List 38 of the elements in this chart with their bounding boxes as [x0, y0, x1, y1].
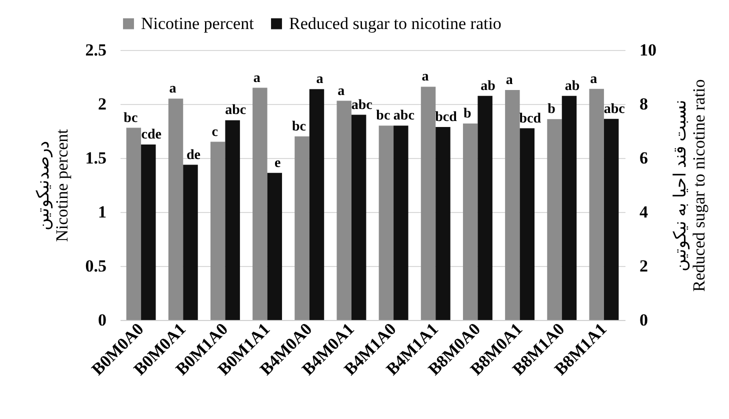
data-label: a	[169, 82, 176, 97]
data-label: bcd	[519, 111, 542, 126]
legend-label: Nicotine percent	[141, 14, 254, 33]
data-label: c	[212, 124, 218, 140]
data-label: cde	[141, 128, 162, 142]
legend-label: Reduced sugar to nicotine ratio	[289, 14, 502, 33]
data-label: abc	[604, 102, 625, 117]
y2-tick-label: 8	[640, 94, 648, 114]
data-label: abc	[225, 103, 246, 118]
y-tick-label: 0	[98, 310, 106, 330]
y2-tick-label: 4	[640, 202, 648, 222]
data-label: bc	[124, 110, 138, 126]
data-label: a	[253, 70, 260, 86]
y2-tick-label: 10	[640, 40, 656, 60]
data-label: a	[338, 84, 345, 99]
y-tick-label: 2.5	[85, 40, 106, 60]
data-label: b	[463, 106, 472, 122]
y-tick-label: 0.5	[85, 256, 106, 276]
data-label: abc	[393, 108, 414, 124]
y-tick-label: 1.5	[85, 148, 106, 168]
data-label: b	[548, 102, 556, 118]
y-tick-label: 1	[98, 202, 106, 222]
data-label: ab	[564, 78, 580, 94]
y2-tick-label: 6	[640, 148, 648, 168]
data-label: de	[186, 148, 200, 163]
data-label: a	[506, 72, 513, 88]
data-label: a	[316, 72, 324, 88]
data-label: ab	[480, 78, 496, 94]
data-label: abc	[351, 98, 372, 113]
data-label: bc	[376, 108, 390, 124]
y2-tick-label: 0	[640, 310, 648, 330]
data-label: a	[422, 70, 429, 85]
y-tick-label: 2	[98, 94, 106, 114]
data-label: e	[274, 156, 281, 171]
y2-tick-label: 2	[640, 256, 648, 276]
data-label: bc	[292, 119, 306, 134]
data-label: bcd	[435, 110, 458, 125]
data-label: a	[590, 72, 598, 87]
